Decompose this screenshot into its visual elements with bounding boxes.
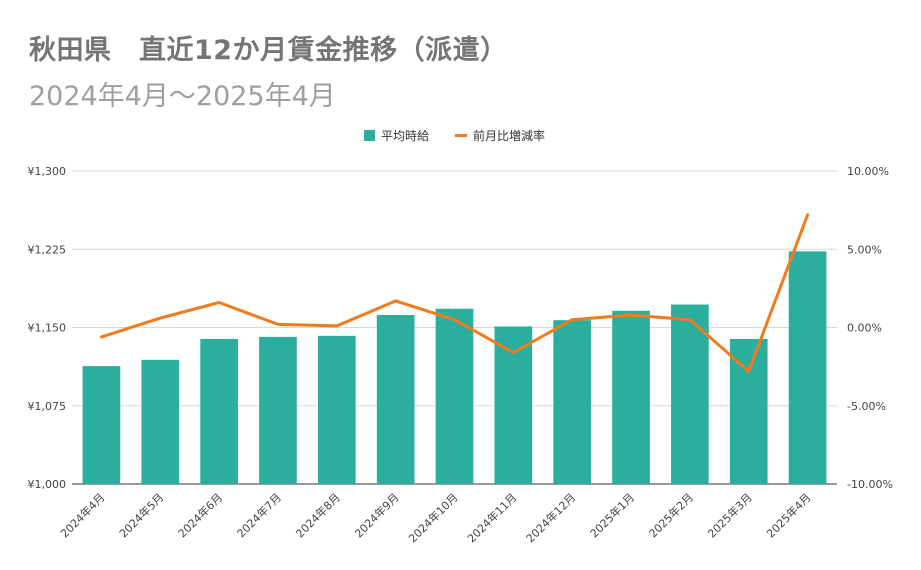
bar <box>317 335 356 484</box>
bar <box>612 310 650 484</box>
legend-swatch-bar <box>364 130 375 141</box>
bar <box>141 359 180 484</box>
x-tick-label: 2025年3月 <box>705 490 755 540</box>
bar <box>788 251 827 484</box>
x-tick-label: 2025年1月 <box>587 490 637 540</box>
x-tick-label: 2024年5月 <box>116 490 166 540</box>
bar <box>259 336 297 484</box>
y-left-tick-label: ¥1,075 <box>28 400 67 413</box>
x-tick-label: 2025年4月 <box>763 490 813 540</box>
y-right-tick-label: 5.00% <box>847 243 882 256</box>
y-left-tick-label: ¥1,300 <box>28 165 67 178</box>
y-right-tick-label: -10.00% <box>847 478 893 491</box>
bar <box>82 366 121 484</box>
chart-subtitle: 2024年4月～2025年4月 <box>29 81 336 112</box>
y-right-tick-label: -5.00% <box>847 400 886 413</box>
bar <box>494 326 533 484</box>
x-tick-label: 2024年10月 <box>405 490 460 545</box>
bar <box>671 304 709 484</box>
bar <box>729 338 768 484</box>
x-tick-label: 2024年12月 <box>523 490 578 545</box>
y-left-tick-label: ¥1,150 <box>28 322 67 335</box>
y-left-tick-label: ¥1,225 <box>28 243 67 256</box>
y-right-tick-label: 10.00% <box>847 165 889 178</box>
y-left-tick-label: ¥1,000 <box>28 478 67 491</box>
series-line <box>99 213 810 373</box>
x-tick-label: 2024年8月 <box>293 490 343 540</box>
x-tick-label: 2024年7月 <box>234 490 284 540</box>
x-tick-label: 2024年6月 <box>175 490 225 540</box>
bar <box>200 338 238 484</box>
x-tick-label: 2025年2月 <box>646 490 696 540</box>
x-tick-label: 2024年4月 <box>57 490 107 540</box>
y-right-tick-label: 0.00% <box>847 322 882 335</box>
bar <box>553 320 592 484</box>
x-tick-label: 2024年11月 <box>464 490 519 545</box>
x-tick-label: 2024年9月 <box>352 490 402 540</box>
legend-label-bar: 平均時給 <box>381 129 429 143</box>
legend-label-line: 前月比増減率 <box>473 128 545 143</box>
bar <box>435 308 474 484</box>
bar <box>376 314 415 484</box>
chart-title: 秋田県 直近12か月賃金推移（派遣） <box>29 35 508 66</box>
